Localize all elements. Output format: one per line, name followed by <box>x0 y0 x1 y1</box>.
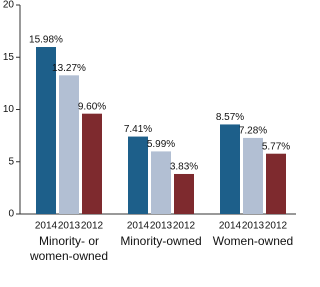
series-label: 2013 <box>150 221 173 232</box>
series-label: 2012 <box>81 221 104 232</box>
bar <box>220 124 240 214</box>
value-label: 9.60% <box>78 101 106 112</box>
category-label: Women-owned <box>212 234 294 248</box>
y-tick-label: 5 <box>8 156 14 167</box>
value-label: 5.77% <box>262 141 290 152</box>
series-label: 2013 <box>242 221 265 232</box>
value-label: 5.99% <box>147 139 175 150</box>
value-label: 7.41% <box>124 124 152 135</box>
category-label: Minority- or women-owned <box>29 234 109 263</box>
series-label: 2014 <box>127 221 150 232</box>
bar <box>243 137 263 214</box>
chart: 0 5 10 15 20 15.98% 2014 13.27% 2013 9.60% 2012 7.4… <box>2 0 296 263</box>
value-label: 7.28% <box>239 126 267 137</box>
value-label: 8.57% <box>216 112 244 123</box>
bar <box>59 75 79 215</box>
y-tick-label: 20 <box>3 0 15 11</box>
y-tick-label: 15 <box>3 52 15 63</box>
bar <box>128 136 148 214</box>
chart-canvas: 0 5 10 15 20 15.98% 2014 13.27% 2013 9.60% 2012 7.4… <box>3 0 296 232</box>
bar <box>174 173 194 214</box>
y-tick-label: 0 <box>8 209 14 220</box>
series-label: 2012 <box>173 221 196 232</box>
category-label: Minority-owned <box>120 234 202 248</box>
series-label: 2014 <box>35 221 58 232</box>
bar <box>151 151 171 214</box>
y-tick-label: 10 <box>3 104 15 115</box>
value-label: 15.98% <box>29 35 63 46</box>
bar <box>36 47 56 214</box>
bar <box>82 113 102 214</box>
value-label: 3.83% <box>170 162 198 173</box>
series-label: 2013 <box>58 221 81 232</box>
series-label: 2012 <box>265 221 288 232</box>
bar <box>266 153 286 214</box>
value-label: 13.27% <box>52 63 86 74</box>
series-label: 2014 <box>219 221 242 232</box>
